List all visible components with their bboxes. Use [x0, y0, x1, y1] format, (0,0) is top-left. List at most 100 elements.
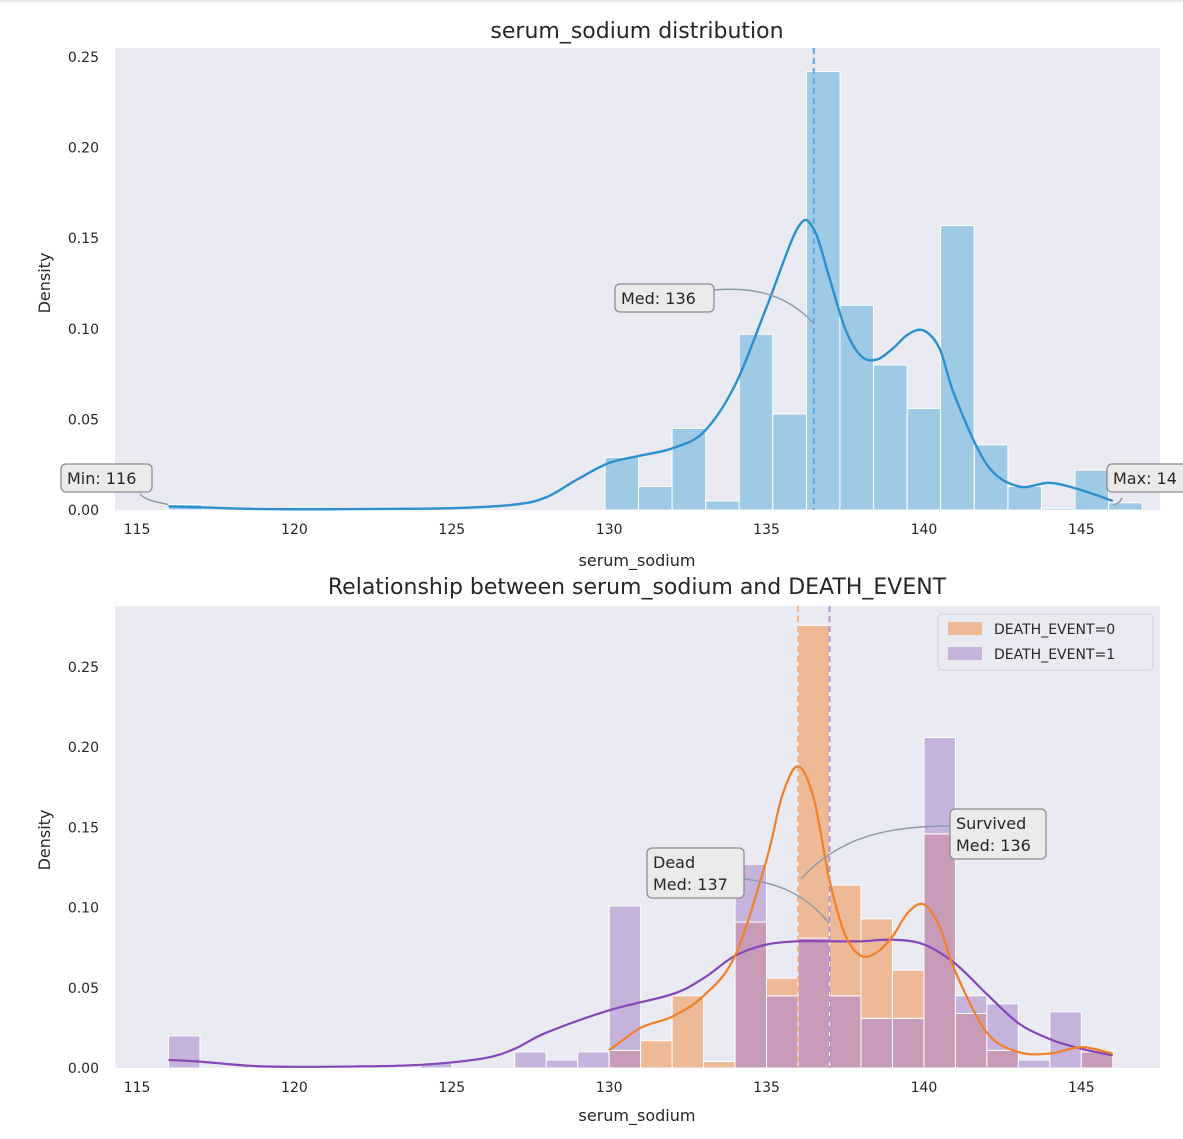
chart1-min-annotation-arrow: [139, 493, 169, 506]
chart1: 115 120 125 130 135 140 145 0.000.050.100.150.…: [35, 19, 1183, 571]
chart1-bar-25: [1007, 485, 1043, 511]
chart2-bar-survived-131: [640, 1040, 673, 1069]
chart2-xtick-125: 125: [438, 1080, 465, 1096]
legend-box: [937, 613, 1154, 671]
chart2-ytick-0.10: 0.10: [68, 901, 99, 917]
legend-label-dead: DEATH_EVENT=1: [994, 647, 1115, 663]
chart1-xtick-130: 130: [596, 522, 623, 538]
chart1-ytick-0.20: 0.20: [68, 141, 99, 157]
chart2-dead-annotation-text: Med: 137: [653, 875, 728, 894]
chart1-bar-20: [839, 304, 874, 511]
chart1-xtick-140: 140: [911, 522, 938, 538]
chart2-bar-overlap-139: [891, 1017, 925, 1069]
chart2-xtick-115: 115: [124, 1080, 151, 1096]
chart1-xtick-120: 120: [281, 522, 308, 538]
chart1-kde-line: [168, 218, 1114, 511]
chart1-xtick-115: 115: [124, 522, 151, 538]
chart2-bar-dead-140: [923, 737, 956, 835]
chart2-kde-survived: [608, 765, 1114, 1056]
legend-label-survived: DEATH_EVENT=0: [994, 622, 1115, 638]
chart2-ytick-0.00: 0.00: [68, 1061, 99, 1077]
chart1-bar-14: [637, 485, 673, 511]
chart2-ytick-0.15: 0.15: [68, 820, 99, 836]
chart1-ytick-0.25: 0.25: [68, 50, 99, 66]
chart1-median-annotation-box: [614, 283, 715, 313]
chart2-bar-overlap-141: [954, 1012, 988, 1069]
chart2-bar-overlap-140: [923, 833, 956, 1069]
chart2-bar-survived-139: [891, 969, 925, 1019]
chart2-xtick-120: 120: [281, 1080, 308, 1096]
chart2-bar-dead-143: [1017, 1059, 1051, 1069]
chart2-bar-overlap-142: [986, 1049, 1019, 1069]
chart1-min-annotation-text: Min: 116: [67, 469, 136, 488]
chart2-bar-survived-136: [797, 624, 831, 939]
chart1-y-ticks: 0.00 0.05 0.10 0.15 0.20 0.25: [68, 50, 99, 519]
chart1-ylabel: Density: [35, 253, 54, 314]
chart1-min-annotation-box: [60, 463, 153, 493]
chart1-ytick-0.15: 0.15: [68, 231, 99, 247]
chart1-bar-23: [940, 225, 975, 511]
chart2-survived-annotation-text: Survived: [956, 814, 1026, 833]
chart2-median-lines: [797, 606, 831, 1068]
chart2-title: Relationship between serum_sodium and DE…: [328, 575, 947, 600]
chart2-survived-annotation-arrow: [800, 825, 951, 880]
chart2-x-ticks: 115 120 125 130 135 140 145: [124, 1080, 1095, 1096]
chart2-legend: DEATH_EVENT=0 DEATH_EVENT=1: [937, 613, 1154, 671]
chart1-bar-22: [906, 408, 942, 511]
chart1-x-ticks: 115 120 125 130 135 140 145: [124, 522, 1095, 538]
chart2-bar-overlap-137: [829, 995, 862, 1069]
chart1-title: serum_sodium distribution: [490, 19, 783, 44]
chart1-bar-17: [738, 333, 774, 511]
chart2-bar-dead-127: [514, 1051, 547, 1069]
chart2-bar-dead-144: [1049, 1011, 1082, 1069]
chart2-ytick-0.05: 0.05: [68, 981, 99, 997]
chart2-y-ticks: 0.00 0.05 0.10 0.15 0.20 0.25: [68, 660, 99, 1077]
chart1-annotations: Med: 136 Min: 116 Max: 14: [60, 283, 1183, 506]
chart1-max-annotation-text: Max: 14: [1113, 469, 1177, 488]
chart2-bar-survived-133: [703, 1061, 736, 1069]
chart1-bar-18: [772, 413, 807, 511]
chart2-bar-dead-128: [545, 1059, 579, 1069]
chart1-ytick-0.05: 0.05: [68, 412, 99, 428]
chart2-kde-lines: [168, 765, 1114, 1068]
chart2-survived-annotation-text: Med: 136: [956, 836, 1031, 855]
chart2-xtick-135: 135: [753, 1080, 780, 1096]
chart1-bar-13: [604, 456, 640, 511]
chart1-bar-15: [671, 427, 707, 511]
chart2-xtick-130: 130: [596, 1080, 623, 1096]
chart1-xtick-135: 135: [753, 522, 780, 538]
chart2-kde-dead: [168, 938, 1114, 1068]
chart1-ytick-0.10: 0.10: [68, 322, 99, 338]
chart1-median-annotation-text: Med: 136: [621, 289, 696, 308]
chart2-ytick-0.20: 0.20: [68, 740, 99, 756]
chart1-xtick-145: 145: [1068, 522, 1095, 538]
chart1-bar-24: [973, 444, 1009, 511]
chart1-max-annotation-arrow: [1112, 497, 1123, 506]
chart2-bar-overlap-138: [860, 1017, 893, 1069]
chart2-survived-annotation-box: [949, 808, 1047, 860]
chart2-annotations: Dead Med: 137 Survived Med: 136: [646, 808, 1047, 925]
chart2-bar-overlap-130: [608, 1049, 642, 1069]
chart1-bar-19: [806, 71, 841, 511]
chart2: 115 120 125 130 135 140 145 0.000.050.100.150.…: [35, 575, 1160, 1126]
chart2-bar-dead-129: [577, 1051, 610, 1069]
chart2-bar-overlap-136: [797, 937, 831, 1069]
chart2-ytick-0.25: 0.25: [68, 660, 99, 676]
chart1-bar-28: [1108, 502, 1143, 511]
chart2-xtick-145: 145: [1068, 1080, 1095, 1096]
chart1-median-annotation-arrow: [713, 288, 815, 324]
chart1-bar-26: [1040, 507, 1076, 511]
chart1-xtick-125: 125: [438, 522, 465, 538]
chart1-xlabel: serum_sodium: [579, 551, 696, 571]
chart2-bar-survived-138: [860, 918, 893, 1019]
chart1-bar-16: [705, 500, 740, 511]
chart2-xlabel: serum_sodium: [579, 1106, 696, 1126]
chart2-dead-annotation-box: [646, 847, 745, 899]
chart1-bar-21: [873, 364, 908, 511]
chart2-bar-dead-130: [608, 905, 642, 1051]
chart2-ylabel: Density: [35, 810, 54, 871]
chart1-plot-area: [115, 48, 1160, 510]
chart1-max-annotation-box: [1106, 463, 1183, 493]
chart2-bar-dead-116: [168, 1035, 201, 1069]
